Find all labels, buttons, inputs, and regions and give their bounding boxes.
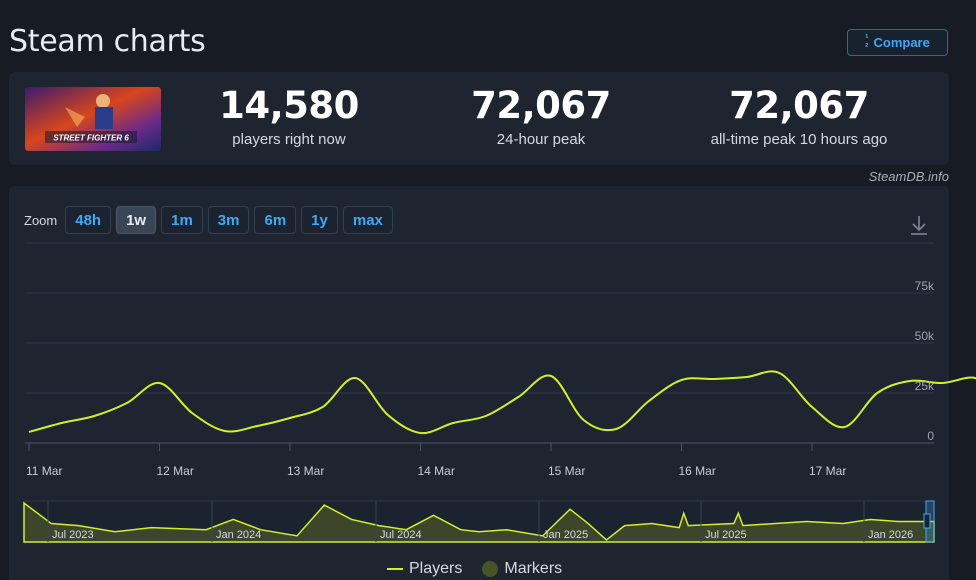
chart-card: Zoom 48h 1w 1m 3m 6m 1y max bbox=[9, 186, 949, 580]
zoom-max-button[interactable]: max bbox=[342, 206, 393, 234]
zoom-1y-button[interactable]: 1y bbox=[301, 206, 338, 234]
download-icon[interactable] bbox=[909, 214, 929, 241]
compare-label: Compare bbox=[873, 35, 930, 50]
legend-players[interactable]: Players bbox=[387, 560, 462, 578]
stat-label: players right now bbox=[232, 131, 346, 148]
stat-label: 24-hour peak bbox=[496, 131, 586, 148]
stat-value: 14,580 bbox=[219, 84, 359, 127]
legend-players-label: Players bbox=[409, 560, 463, 577]
zoom-6m-button[interactable]: 6m bbox=[254, 206, 297, 234]
game-banner[interactable]: STREET FIGHTER 6 bbox=[25, 87, 161, 151]
zoom-1m-button[interactable]: 1m bbox=[161, 206, 203, 234]
stat-24h-peak: 72,067 24-hour peak bbox=[421, 84, 661, 149]
stat-value: 72,067 bbox=[471, 84, 611, 127]
banner-logo-text: STREET FIGHTER 6 bbox=[53, 134, 129, 143]
markers-dot-swatch bbox=[482, 561, 499, 577]
zoom-controls: Zoom 48h 1w 1m 3m 6m 1y max bbox=[24, 206, 393, 234]
stat-current: 14,580 players right now bbox=[169, 84, 409, 149]
zoom-1w-button[interactable]: 1w bbox=[116, 206, 157, 234]
stat-value: 72,067 bbox=[729, 84, 869, 127]
steamdb-credit[interactable]: SteamDB.info bbox=[868, 169, 949, 184]
stat-label: all-time peak 10 hours ago bbox=[710, 131, 888, 148]
stat-alltime-peak: 72,067 all-time peak 10 hours ago bbox=[679, 84, 919, 149]
players-line-swatch bbox=[387, 568, 403, 570]
page-title: Steam charts bbox=[9, 24, 206, 59]
legend-markers[interactable]: Markers bbox=[482, 560, 562, 578]
zoom-48h-button[interactable]: 48h bbox=[65, 206, 112, 234]
stats-card: STREET FIGHTER 6 14,580 players right no… bbox=[9, 72, 949, 165]
zoom-3m-button[interactable]: 3m bbox=[207, 206, 250, 234]
chart-legend: Players Markers bbox=[387, 560, 562, 578]
zoom-label: Zoom bbox=[24, 212, 58, 228]
legend-markers-label: Markers bbox=[504, 560, 563, 577]
